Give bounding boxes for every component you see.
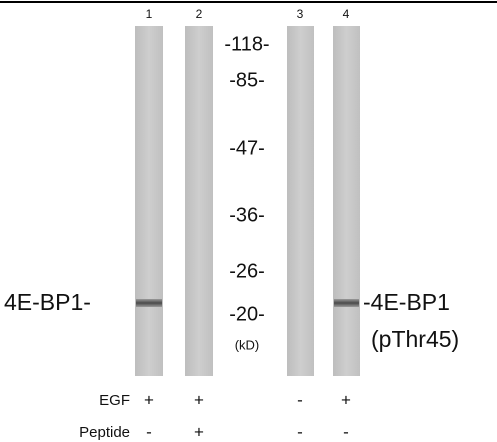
protein-band (136, 299, 162, 307)
lane-strip (287, 26, 314, 376)
right-label: -4E-BP1 (363, 289, 450, 315)
condition-sign: + (341, 390, 351, 409)
left-label: 4E-BP1- (4, 289, 91, 315)
right-label: (pThr45) (371, 326, 459, 352)
condition-sign: + (144, 390, 154, 409)
condition-sign: + (194, 390, 204, 409)
lane-number: 4 (343, 7, 350, 21)
lane-strip (185, 26, 213, 376)
condition-sign: - (297, 390, 303, 409)
marker-label: -118- (224, 33, 269, 55)
lane-strip (135, 26, 163, 376)
lane-number: 2 (196, 7, 203, 21)
condition-sign: - (343, 422, 349, 441)
lane-strip (333, 26, 360, 376)
marker-label: -20- (229, 303, 265, 325)
marker-label: -36- (229, 204, 265, 226)
protein-band (334, 299, 359, 307)
unit-label: (kD) (235, 337, 260, 352)
lane-number: 3 (297, 7, 304, 21)
condition-sign: - (297, 422, 303, 441)
condition-label: EGF (99, 392, 130, 409)
marker-label: -47- (229, 137, 265, 159)
condition-sign: - (146, 422, 152, 441)
marker-label: -26- (229, 260, 265, 282)
condition-label: Peptide (79, 424, 130, 441)
condition-sign: + (194, 422, 204, 441)
marker-label: -85- (229, 69, 265, 91)
lane-number: 1 (146, 7, 153, 21)
